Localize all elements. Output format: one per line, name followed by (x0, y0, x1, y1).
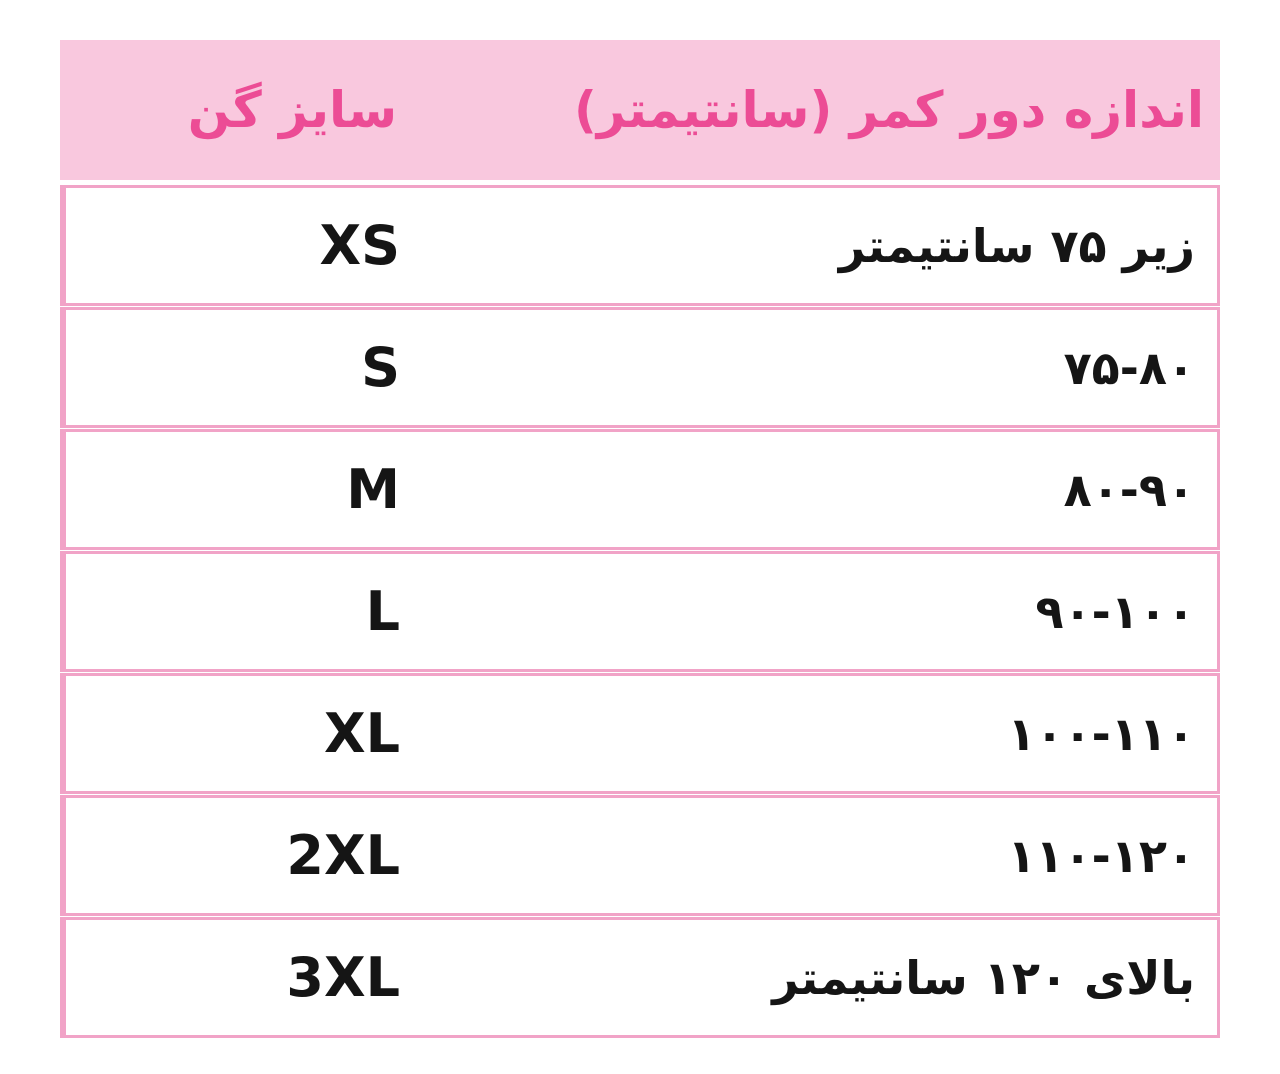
header-waist-measure-label: اندازه دور کمر (سانتیمتر) (574, 81, 1204, 139)
table-header-row: اندازه دور کمر (سانتیمتر) سایز گن (60, 40, 1220, 180)
size-cell: L (63, 554, 400, 669)
size-cell: 3XL (63, 920, 400, 1035)
table-row: ۱۱۰-۱۲۰ 2XL (60, 795, 1220, 916)
table-row: بالای ۱۲۰ سانتیمتر 3XL (60, 917, 1220, 1038)
header-size-label: سایز گن (187, 81, 397, 139)
waist-measure-cell: ۱۰۰-۱۱۰ (1007, 706, 1195, 761)
table-row: زیر ۷۵ سانتیمتر XS (60, 185, 1220, 306)
size-cell: S (63, 310, 400, 425)
waist-measure-cell: ۹۰-۱۰۰ (1035, 584, 1195, 639)
table-row: ۹۰-۱۰۰ L (60, 551, 1220, 672)
size-cell: M (63, 432, 400, 547)
size-chart: اندازه دور کمر (سانتیمتر) سایز گن زیر ۷۵… (60, 40, 1220, 1038)
waist-measure-cell: بالای ۱۲۰ سانتیمتر (772, 950, 1195, 1005)
size-cell: XS (63, 188, 400, 303)
size-cell: XL (63, 676, 400, 791)
waist-measure-cell: ۱۱۰-۱۲۰ (1007, 828, 1195, 883)
table-row: ۷۵-۸۰ S (60, 307, 1220, 428)
waist-measure-cell: ۸۰-۹۰ (1063, 462, 1195, 517)
table-row: ۱۰۰-۱۱۰ XL (60, 673, 1220, 794)
waist-measure-cell: زیر ۷۵ سانتیمتر (838, 218, 1195, 273)
waist-measure-cell: ۷۵-۸۰ (1063, 340, 1195, 395)
size-cell: 2XL (63, 798, 400, 913)
table-body: زیر ۷۵ سانتیمتر XS ۷۵-۸۰ S ۸۰-۹۰ M ۹۰-۱۰۰ L ۱۰۰-… (60, 185, 1220, 1038)
table-row: ۸۰-۹۰ M (60, 429, 1220, 550)
